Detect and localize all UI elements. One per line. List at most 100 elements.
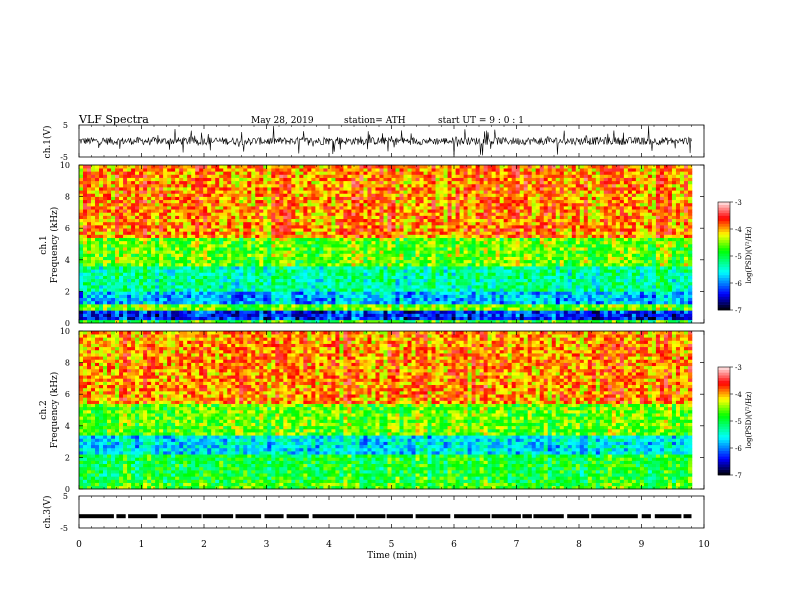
ch1-spectrogram-cell [279,174,284,178]
ch1-spectrogram-cell [235,196,240,201]
ch1-spectrogram-cell [331,259,336,264]
ch1-spectrogram-cell [127,215,132,220]
ch1-spectrogram-cell [287,256,292,261]
ch1-spectrogram-cell [283,272,288,276]
ch1-spectrogram-cell [167,266,172,270]
ch1-spectrogram-cell [291,190,296,194]
ch1-spectrogram-cell [371,240,376,245]
ch1-spectrogram-cell [155,231,160,235]
ch1-spectrogram-cell [155,187,160,191]
ch1-spectrogram-cell [127,288,132,292]
ch1-spectrogram-cell [203,209,208,213]
ch1-spectrogram-cell [407,272,412,276]
ch1-spectrogram-cell [163,183,168,188]
ch1-spectrogram-cell [83,193,88,197]
ch1-spectrogram-cell [363,221,368,226]
ch1-spectrogram-cell [379,272,384,276]
ch1-spectrogram-cell [79,228,84,232]
ch1-spectrogram-cell [151,297,156,302]
ch1-spectrogram-cell [303,313,308,317]
ch1-spectrogram-cell [391,300,396,305]
ch1-spectrogram-cell [227,206,232,210]
ch1-spectrogram-cell [415,250,420,254]
ch1-spectrogram-cell [391,281,396,286]
ch1-spectrogram-cell [287,209,292,213]
ch1-spectrogram-cell [423,234,428,238]
ch1-spectrogram-cell [243,199,248,204]
ch1-spectrogram-cell [451,206,456,210]
ch1-spectrogram-cell [107,307,112,311]
ch1-spectrogram-cell [255,218,260,223]
ch1-spectrogram-cell [327,168,332,172]
ch1-spectrogram-cell [275,215,280,220]
ch1-spectrogram-cell [211,240,216,245]
ch1-spectrogram-cell [447,300,452,305]
ch1-spectrogram-cell [427,313,432,317]
ch1-spectrogram-cell [83,234,88,238]
ch1-spectrogram-cell [255,244,260,248]
ch1-spectrogram-cell [315,199,320,204]
ch1-spectrogram-cell [411,183,416,188]
ch1-spectrogram-cell [407,253,412,257]
ch1-spectrogram-cell [79,269,84,273]
ch1-spectrogram-cell [143,297,148,302]
ch1-spectrogram-cell [243,256,248,261]
ch1-spectrogram-cell [463,300,468,305]
ch1-spectrogram-cell [123,259,128,264]
ch1-spectrogram-cell [255,259,260,264]
ch1-spectrogram-cell [215,294,220,299]
ch1-spectrogram-cell [395,174,400,178]
ch1-spectrogram-cell [443,250,448,254]
ch1-spectrogram-cell [259,278,264,283]
ch1-spectrogram-cell [323,266,328,270]
ch1-spectrogram-cell [447,165,452,169]
ch1-spectrogram-cell [87,168,92,172]
ch1-spectrogram-cell [179,218,184,223]
ch1-spectrogram-cell [311,313,316,317]
ch1-spectrogram-cell [139,297,144,302]
ch1-spectrogram-cell [179,285,184,289]
ch1-spectrogram-cell [135,316,140,321]
ch1-spectrogram-cell [423,297,428,302]
ch1-spectrogram-cell [371,300,376,305]
ch1-spectrogram-cell [435,266,440,270]
ch1-spectrogram-cell [443,307,448,311]
ch1-spectrogram-cell [107,209,112,213]
ch1-spectrogram-cell [363,253,368,257]
ch1-spectrogram-cell [163,300,168,305]
ch1-spectrogram-cell [127,187,132,191]
ch1-spectrogram-cell [87,209,92,213]
ch1-spectrogram-cell [167,310,172,314]
ch1-spectrogram-cell [307,171,312,175]
ch1-spectrogram-cell [275,300,280,305]
ch1-spectrogram-cell [139,313,144,317]
ch1-spectrogram-cell [163,180,168,185]
ch1-spectrogram-cell [455,231,460,235]
ch1-spectrogram-cell [443,237,448,242]
ch1-spectrogram-cell [279,212,284,216]
ch1-spectrogram-cell [183,237,188,242]
ch1-spectrogram-cell [255,206,260,210]
ch1-spectrogram-cell [235,278,240,283]
ch1-spectrogram-cell [339,313,344,317]
ch1-spectrogram-cell [327,177,332,182]
ch1-spectrogram-cell [103,183,108,188]
ch1-spectrogram-cell [239,297,244,302]
ch1-spectrogram-cell [259,190,264,194]
ch1-spectrogram-cell [103,190,108,194]
ch1-spectrogram-cell [215,225,220,229]
ch1-spectrogram-cell [275,196,280,201]
ch1-spectrogram-cell [279,281,284,286]
ch1-spectrogram-cell [283,319,288,324]
ch1-spectrogram-cell [391,193,396,197]
ch1-spectrogram-cell [239,202,244,207]
ch1-spectrogram-cell [115,193,120,197]
ch1-spectrogram-cell [291,281,296,286]
ch1-spectrogram-cell [243,244,248,248]
ch1-spectrogram-cell [99,240,104,245]
ch1-spectrogram-cell [443,234,448,238]
ch1-spectrogram-cell [311,266,316,270]
ch1-spectrogram-cell [415,221,420,226]
ch1-spectrogram-cell [151,202,156,207]
ch1-spectrogram-cell [447,285,452,289]
